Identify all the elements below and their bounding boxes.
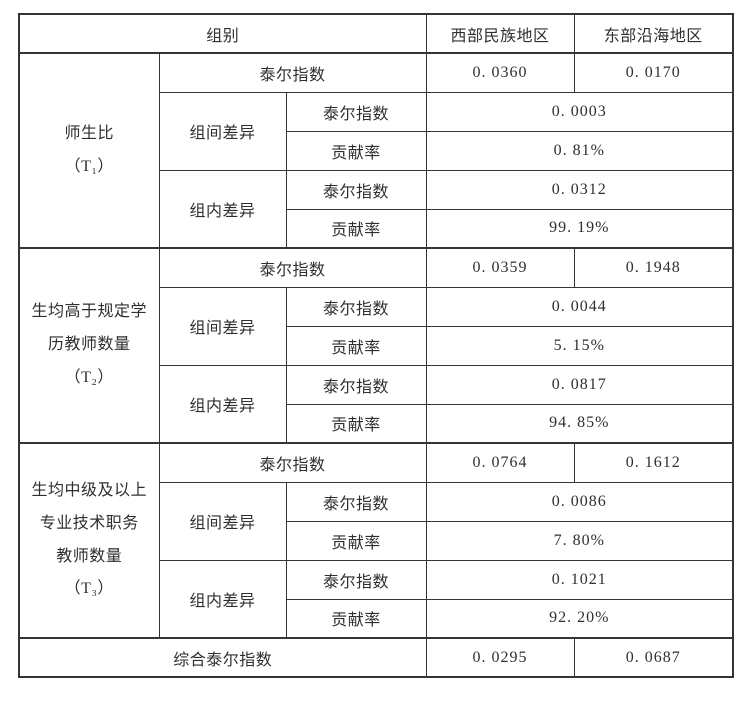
t3-within-contrib-value: 92. 20% [425, 598, 734, 639]
t2-between-contrib-value: 5. 15% [425, 325, 734, 366]
t3-theil-east-value: 0. 1612 [573, 442, 734, 483]
t1-between-theil-value: 0. 0003 [425, 91, 734, 132]
theil-label-cell: 泰尔指数 [285, 364, 427, 405]
t1-within-theil-value: 0. 0312 [425, 169, 734, 210]
within-group-label-cell: 组内差异 [158, 364, 287, 444]
within-group-label-cell: 组内差异 [158, 559, 287, 639]
t1-theil-east-value: 0. 0170 [573, 52, 734, 93]
between-group-label-cell: 组间差异 [158, 286, 287, 366]
t1-between-theil-row: 组间差异 泰尔指数 0. 0003 [19, 91, 734, 171]
header-west-region-cell: 西部民族地区 [425, 13, 575, 54]
t3-between-contrib-row: 贡献率 7. 80% [19, 520, 734, 561]
t1-between-contrib-value: 0. 81% [425, 130, 734, 171]
theil-decomposition-table: 组别 西部民族地区 东部沿海地区 师生比 （T₁） 泰尔指数 0. 0360 0… [18, 13, 734, 678]
composite-label-cell: 综合泰尔指数 [18, 637, 427, 678]
composite-west-value: 0. 0295 [425, 637, 575, 678]
theil-label-cell: 泰尔指数 [285, 286, 427, 327]
t3-between-theil-row: 组间差异 泰尔指数 0. 0086 [19, 481, 734, 561]
t1-theil-west-value: 0. 0360 [425, 52, 575, 93]
header-east-region-cell: 东部沿海地区 [573, 13, 734, 54]
composite-theil-row: 综合泰尔指数 0. 0295 0. 0687 [18, 637, 734, 678]
theil-label-cell: 泰尔指数 [285, 481, 427, 522]
header-group-cell: 组别 [18, 13, 427, 54]
t3-between-contrib-value: 7. 80% [425, 520, 734, 561]
t3-within-theil-row: 组内差异 泰尔指数 0. 1021 [19, 559, 734, 639]
category-cell-t2: 生均高于规定学 历教师数量 （T₂） [18, 247, 160, 444]
t3-within-theil-value: 0. 1021 [425, 559, 734, 600]
t2-theil-row: 生均高于规定学 历教师数量 （T₂） 泰尔指数 0. 0359 0. 1948 [18, 247, 734, 444]
between-group-label-cell: 组间差异 [158, 481, 287, 561]
t2-between-contrib-row: 贡献率 5. 15% [19, 325, 734, 366]
t2-within-contrib-row: 贡献率 94. 85% [19, 403, 734, 444]
t1-theil-row: 师生比 （T₁） 泰尔指数 0. 0360 0. 0170 [18, 52, 734, 249]
header-row: 组别 西部民族地区 东部沿海地区 [18, 13, 734, 54]
t1-within-theil-row: 组内差异 泰尔指数 0. 0312 [19, 169, 734, 249]
category-cell-t3: 生均中级及以上 专业技术职务 教师数量 （T₃） [18, 442, 160, 639]
contribution-label-cell: 贡献率 [285, 130, 427, 171]
contribution-label-cell: 贡献率 [285, 208, 427, 249]
t1-between-contrib-row: 贡献率 0. 81% [19, 130, 734, 171]
t2-theil-east-value: 0. 1948 [573, 247, 734, 288]
t3-theil-row: 生均中级及以上 专业技术职务 教师数量 （T₃） 泰尔指数 0. 0764 0.… [18, 442, 734, 639]
t1-within-contrib-row: 贡献率 99. 19% [19, 208, 734, 249]
category-cell-t1: 师生比 （T₁） [18, 52, 160, 249]
t2-within-theil-row: 组内差异 泰尔指数 0. 0817 [19, 364, 734, 444]
theil-label-cell: 泰尔指数 [285, 169, 427, 210]
contribution-label-cell: 贡献率 [285, 520, 427, 561]
theil-label-cell: 泰尔指数 [285, 559, 427, 600]
within-group-label-cell: 组内差异 [158, 169, 287, 249]
t3-between-theil-value: 0. 0086 [425, 481, 734, 522]
t3-within-contrib-row: 贡献率 92. 20% [19, 598, 734, 639]
between-group-label-cell: 组间差异 [158, 91, 287, 171]
t2-between-theil-row: 组间差异 泰尔指数 0. 0044 [19, 286, 734, 366]
t2-between-theil-value: 0. 0044 [425, 286, 734, 327]
t1-within-contrib-value: 99. 19% [425, 208, 734, 249]
contribution-label-cell: 贡献率 [285, 325, 427, 366]
contribution-label-cell: 贡献率 [285, 403, 427, 444]
t3-theil-west-value: 0. 0764 [425, 442, 575, 483]
composite-east-value: 0. 0687 [573, 637, 734, 678]
t2-theil-west-value: 0. 0359 [425, 247, 575, 288]
theil-label-cell: 泰尔指数 [158, 442, 427, 483]
contribution-label-cell: 贡献率 [285, 598, 427, 639]
t2-within-contrib-value: 94. 85% [425, 403, 734, 444]
theil-label-cell: 泰尔指数 [158, 52, 427, 93]
t2-within-theil-value: 0. 0817 [425, 364, 734, 405]
theil-label-cell: 泰尔指数 [285, 91, 427, 132]
theil-label-cell: 泰尔指数 [158, 247, 427, 288]
